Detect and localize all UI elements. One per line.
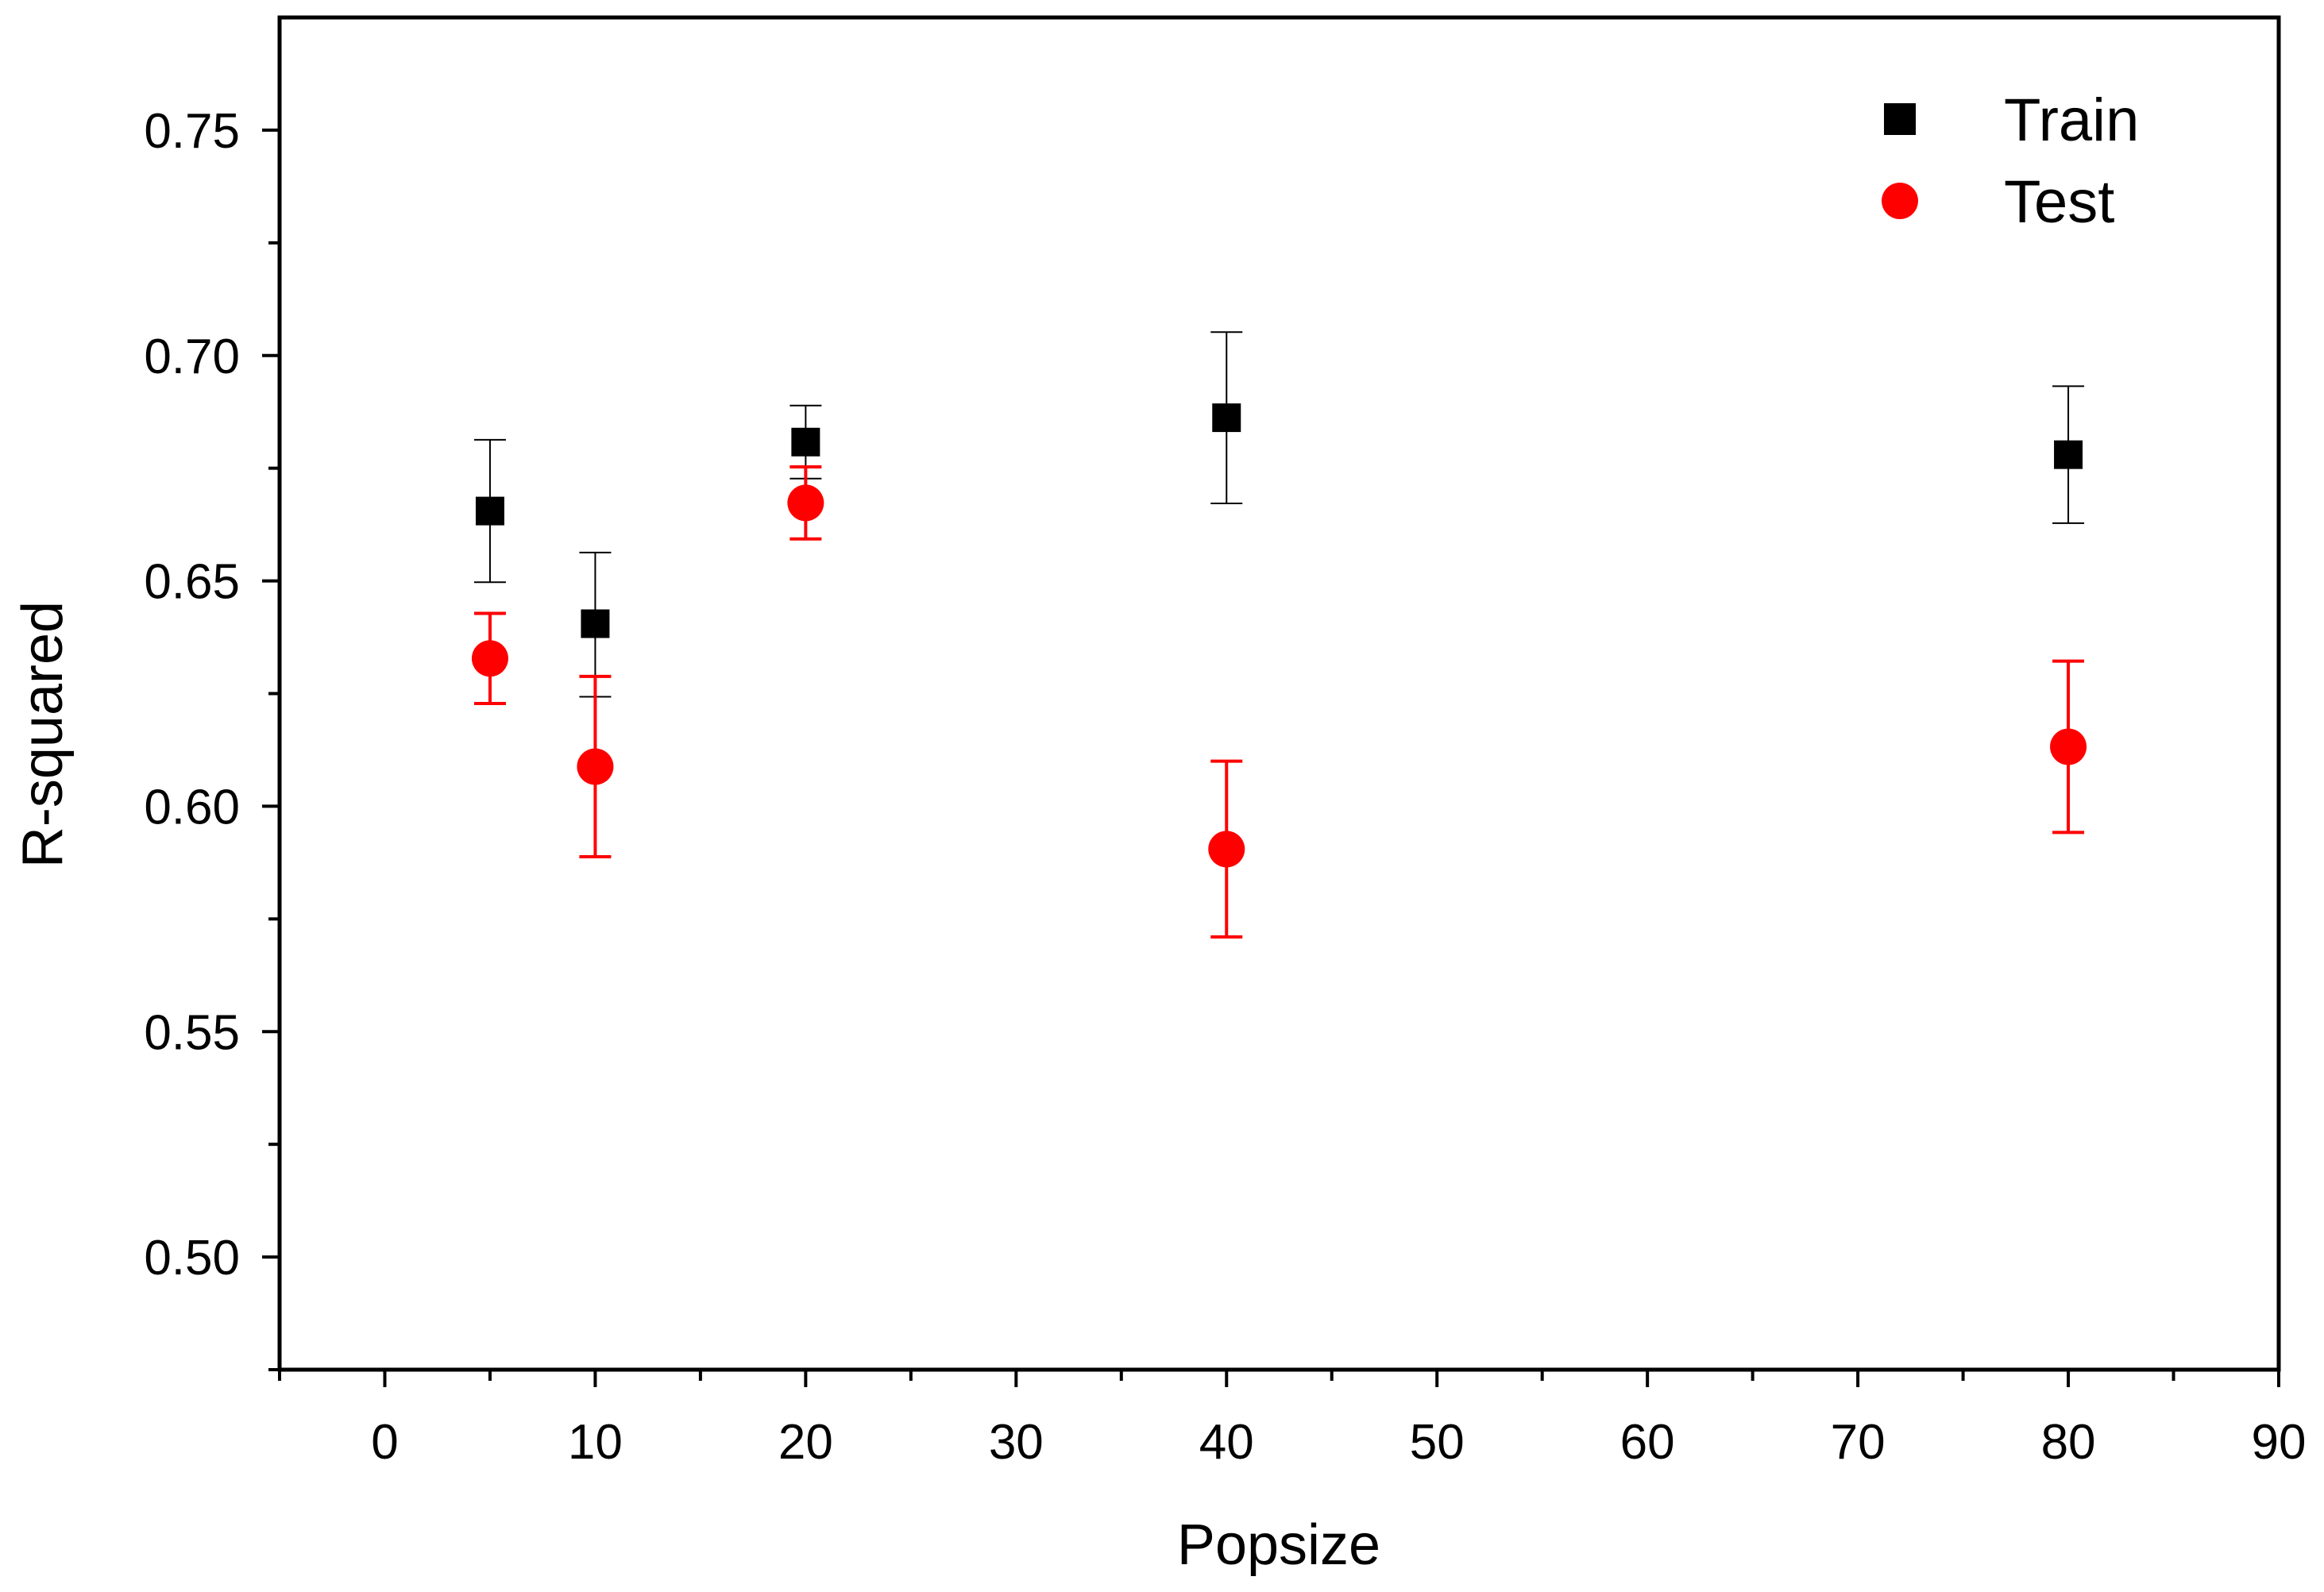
x-tick-label: 40 xyxy=(1199,1415,1254,1470)
x-tick-label: 70 xyxy=(1831,1415,1886,1470)
y-tick-label: 0.70 xyxy=(144,330,240,384)
legend: Train Test xyxy=(1882,87,2139,236)
y-tick-label: 0.65 xyxy=(144,555,240,610)
x-tick-label: 20 xyxy=(778,1415,833,1470)
x-tick-label: 90 xyxy=(2252,1415,2307,1470)
train-point xyxy=(1212,403,1241,433)
x-tick-label: 30 xyxy=(989,1415,1044,1470)
train-point xyxy=(791,427,820,457)
x-axis-title: Popsize xyxy=(1177,1513,1380,1577)
x-tick-label: 10 xyxy=(568,1415,623,1470)
y-tick-label: 0.60 xyxy=(144,780,240,835)
x-tick-label: 0 xyxy=(371,1415,398,1470)
test-point xyxy=(787,484,824,522)
legend-label: Test xyxy=(2004,168,2114,236)
y-tick-label: 0.55 xyxy=(144,1005,240,1060)
test-point xyxy=(2050,728,2087,765)
y-tick-label: 0.75 xyxy=(144,104,240,159)
train-point xyxy=(2054,440,2083,469)
y-tick-label: 0.50 xyxy=(144,1231,240,1286)
test-point xyxy=(1208,831,1245,868)
x-tick-label: 50 xyxy=(1410,1415,1465,1470)
legend-circle-marker xyxy=(1882,183,1918,219)
y-axis-ticks: 0.50 0.55 0.60 0.65 0.70 0.75 xyxy=(144,104,280,1371)
x-axis-ticks: 0 10 20 30 40 50 60 70 80 90 xyxy=(278,1370,2307,1470)
error-bars xyxy=(473,331,2085,939)
x-tick-label: 80 xyxy=(2041,1415,2096,1470)
y-axis-title: R-squared xyxy=(11,601,75,868)
legend-square-marker xyxy=(1884,103,1916,135)
x-tick-label: 60 xyxy=(1620,1415,1675,1470)
train-point xyxy=(475,496,504,526)
test-point xyxy=(471,640,508,677)
test-point xyxy=(577,748,614,785)
legend-label: Train xyxy=(2004,87,2139,154)
plot-frame xyxy=(277,15,2281,1372)
train-point xyxy=(581,609,610,638)
data-markers xyxy=(471,403,2087,868)
